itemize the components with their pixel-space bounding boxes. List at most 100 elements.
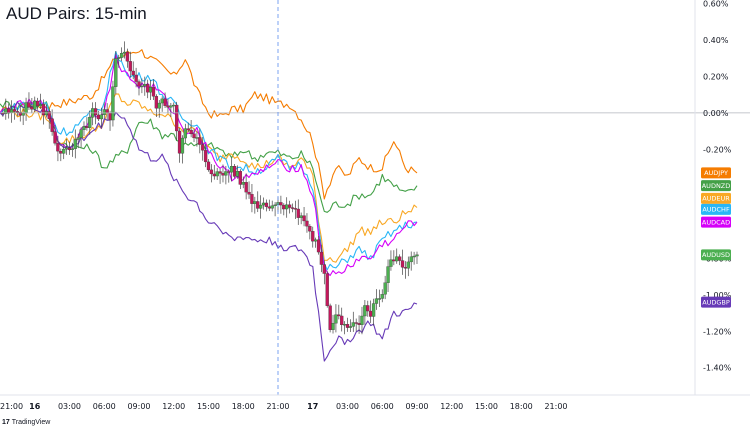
candle [244,173,248,200]
candle [114,51,118,95]
candle [67,141,72,155]
candle [313,237,318,248]
candle [91,102,95,126]
x-tick-label: 18:00 [510,402,533,411]
candle [177,128,182,163]
badge-audcad: AUDCAD [701,216,731,228]
badge-label: AUDCHF [702,206,730,214]
candle [397,254,402,266]
candle [134,67,138,88]
candle [348,319,353,332]
y-tick-label: -1.40% [703,364,732,373]
candle [163,92,167,108]
candle [148,79,153,100]
candle [351,311,355,332]
candle [15,108,20,117]
candle [369,300,373,323]
candle [253,196,257,214]
candle [270,200,274,212]
series-line-audgbp [0,101,418,362]
candle [99,107,104,128]
badge-label: AUDNZD [702,182,731,190]
candle [209,164,214,183]
candle [325,270,329,308]
series-line-audchf [0,50,418,271]
x-tick-label: 12:00 [162,402,185,411]
candle [224,165,228,185]
candle [160,96,164,112]
candle [374,289,379,310]
badge-audeur: AUDEUR [701,192,731,204]
badge-label: AUDUSD [702,251,730,259]
badge-audgbp: AUDGBP [701,296,731,308]
series-line-audeur [0,93,418,263]
candle [311,226,315,248]
candle [62,143,66,160]
x-tick-label: 21:00 [0,402,23,411]
candle [383,275,387,300]
candle [258,195,263,219]
candle [287,200,292,214]
x-tick-label: 06:00 [93,402,116,411]
candle [180,135,185,164]
candle [409,251,413,271]
candle [183,123,187,143]
candle [337,304,341,320]
candle [24,97,28,121]
candle [380,289,384,303]
candle [117,54,121,68]
candle [392,250,396,266]
series-line-audjpy [0,49,418,200]
candle [157,100,161,118]
badge-label: AUDJPY [704,169,728,177]
candle [53,124,57,146]
candle [299,212,303,225]
candle [35,97,40,110]
badge-label: AUDEUR [702,195,730,203]
candle [227,169,231,183]
candle [41,99,46,125]
candle [247,181,251,199]
badge-audnzd: AUDNZD [701,180,731,192]
candle [154,94,159,117]
candle [290,203,295,213]
brand-name: TradingView [11,419,51,426]
candle [282,203,286,216]
candle [389,250,393,271]
badge-audusd: AUDUSD [701,249,731,261]
candle [238,169,243,189]
candle [151,79,156,101]
candle [264,199,269,212]
x-tick-label: 09:00 [405,402,428,411]
candle [198,128,202,154]
candle [334,304,338,333]
x-tick-label: 18:00 [232,402,255,411]
candle [203,144,208,168]
candle [88,110,92,135]
candle [212,164,216,180]
candle [186,122,190,133]
candle [308,224,312,240]
candle [111,80,115,127]
x-tick-label: 12:00 [440,402,463,411]
x-tick-label: 03:00 [336,402,359,411]
candle [293,200,298,220]
candle [56,135,60,162]
candle [70,142,75,157]
candle [328,303,332,333]
badge-audjpy: AUDJPY [701,167,731,179]
x-day-label: 17 [307,402,318,411]
candle [342,321,347,335]
candle [340,307,344,332]
candle [76,133,80,149]
candle [400,249,405,275]
candle [128,51,132,78]
candle [415,251,419,264]
candle [201,137,205,161]
candle [47,108,51,129]
x-tick-label: 15:00 [475,402,498,411]
y-tick-label: -0.20% [703,145,732,154]
candle [96,110,101,122]
candle [250,183,254,213]
series-line-audnzd [0,100,418,213]
